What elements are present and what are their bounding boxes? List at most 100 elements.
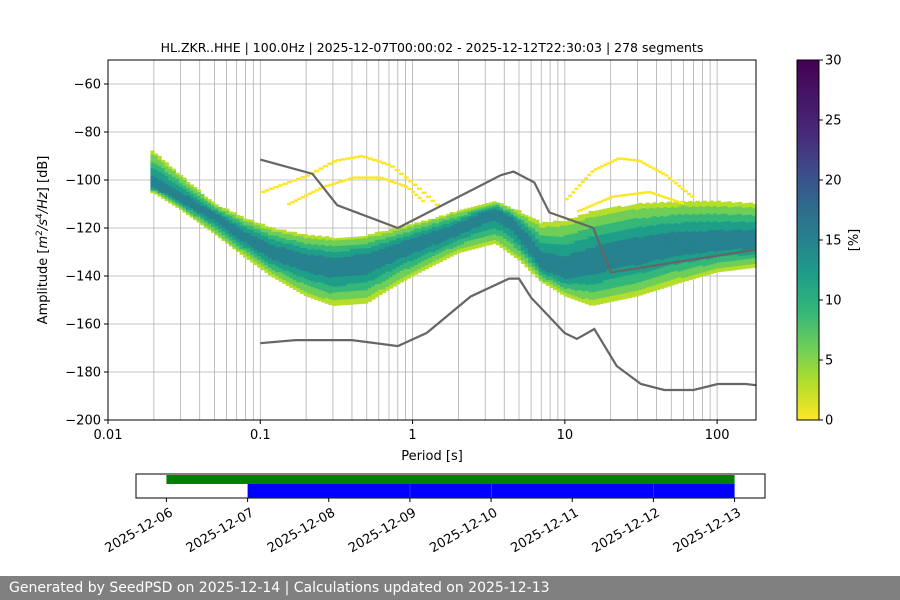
psd-cell <box>392 280 397 283</box>
psd-cell <box>371 268 376 271</box>
psd-cell <box>602 262 607 265</box>
psd-cell <box>716 264 721 267</box>
psd-cell <box>342 239 347 242</box>
psd-cell <box>278 242 283 246</box>
psd-cell <box>652 227 657 230</box>
psd-cell <box>581 292 586 296</box>
psd-cell <box>645 267 650 271</box>
psd-cell <box>638 222 643 225</box>
psd-cell <box>642 292 647 295</box>
psd-cell <box>560 223 565 226</box>
psd-cell <box>403 228 408 231</box>
psd-cell <box>246 248 251 251</box>
psd-cell <box>563 280 568 284</box>
psd-cell <box>574 244 579 247</box>
psd-cell <box>406 230 412 233</box>
psd-cell <box>438 234 444 238</box>
psd-cell <box>478 204 483 208</box>
psd-cell <box>381 252 387 255</box>
psd-cell <box>620 249 625 252</box>
psd-cell <box>588 255 593 258</box>
psd-cell <box>702 254 707 257</box>
psd-cell <box>385 267 390 270</box>
psd-cell <box>560 248 565 251</box>
psd-cell <box>203 213 209 217</box>
psd-cell <box>688 252 693 256</box>
psd-cell <box>246 219 251 222</box>
psd-cell <box>634 234 640 238</box>
psd-cell <box>716 260 721 263</box>
psd-cell <box>581 279 586 282</box>
psd-cell <box>506 212 511 215</box>
psd-cell <box>399 245 404 248</box>
psd-cell <box>645 240 650 244</box>
psd-cell <box>246 257 251 261</box>
psd-cell <box>339 287 344 291</box>
psd-cell <box>164 173 169 177</box>
psd-cell <box>567 287 572 291</box>
psd-cell <box>617 272 622 276</box>
psd-cell <box>702 233 707 236</box>
psd-cell <box>392 230 397 233</box>
psd-cell <box>567 226 572 229</box>
psd-cell <box>706 249 711 252</box>
psd-cell <box>581 258 586 261</box>
psd-cell <box>666 236 672 239</box>
psd-cell <box>645 275 650 278</box>
psd-cell <box>624 208 629 211</box>
psd-cell <box>567 264 572 268</box>
psd-cell <box>267 267 273 270</box>
psd-cell <box>360 261 365 264</box>
psd-cell <box>649 278 654 281</box>
psd-cell <box>634 223 640 226</box>
psd-cell <box>463 214 469 217</box>
psd-cell <box>570 258 575 261</box>
psd-cell <box>638 262 643 265</box>
psd-cell <box>613 298 618 302</box>
psd-cell <box>606 225 611 228</box>
psd-cell <box>307 254 312 258</box>
psd-cell <box>713 241 718 245</box>
psd-cell <box>567 251 572 254</box>
psd-cell <box>332 253 337 257</box>
psd-cell <box>353 294 358 297</box>
psd-cell <box>549 260 554 264</box>
psd-cell <box>207 199 212 202</box>
psd-cell <box>649 262 654 266</box>
psd-cell <box>456 220 461 223</box>
psd-cell <box>200 213 205 216</box>
psd-cell <box>417 245 422 248</box>
psd-cell <box>392 251 397 254</box>
psd-cell <box>688 210 693 213</box>
psd-cell <box>435 249 440 253</box>
psd-cell <box>264 251 269 254</box>
psd-cell <box>463 245 469 248</box>
psd-cell <box>652 250 657 253</box>
psd-cell <box>260 262 266 265</box>
psd-cell <box>631 218 636 221</box>
psd-cell <box>634 211 640 215</box>
psd-cell <box>606 236 611 240</box>
psd-cell <box>182 177 187 180</box>
psd-cell <box>713 260 718 264</box>
psd-cell <box>495 233 501 236</box>
psd-cell <box>346 296 351 300</box>
psd-cell <box>670 244 675 248</box>
psd-cell <box>449 229 454 232</box>
psd-cell <box>677 255 682 259</box>
psd-cell <box>424 243 429 247</box>
psd-cell <box>300 251 305 254</box>
psd-cell <box>357 278 362 282</box>
psd-cell <box>681 214 686 217</box>
psd-cell <box>168 175 173 179</box>
psd-cell <box>581 233 586 236</box>
psd-cell <box>581 219 586 223</box>
psd-cell <box>193 202 198 205</box>
psd-cell <box>364 276 369 279</box>
psd-cell <box>663 244 668 248</box>
psd-cell <box>328 270 333 273</box>
psd-cell <box>545 233 551 236</box>
psd-cell <box>346 266 351 269</box>
psd-cell <box>332 278 337 281</box>
psd-cell <box>677 261 682 265</box>
